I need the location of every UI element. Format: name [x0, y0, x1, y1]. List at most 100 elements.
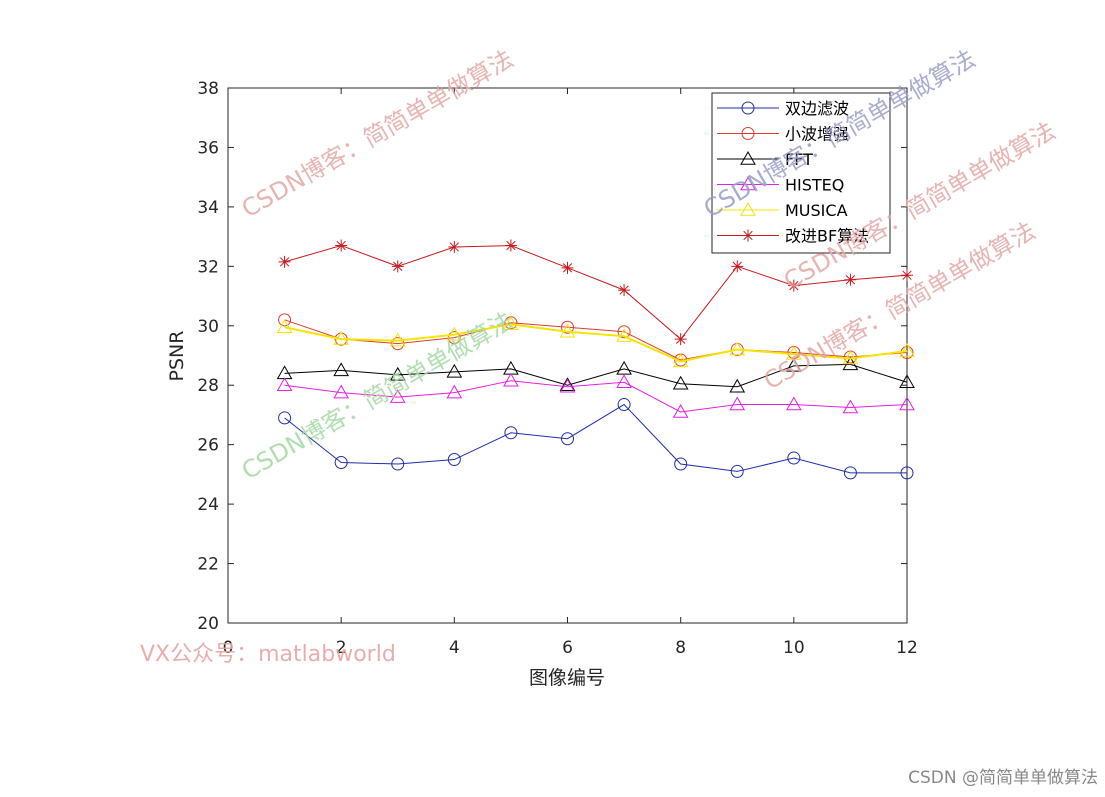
series-0-point-4 — [504, 426, 518, 440]
y-tick-label-6: 32 — [197, 257, 219, 277]
y-tick-label-1: 22 — [197, 555, 219, 575]
series-0-point-11 — [900, 466, 914, 480]
x-tick-label-0: 0 — [223, 638, 234, 658]
series-layer — [276, 239, 915, 480]
y-tick-label-3: 26 — [197, 436, 219, 456]
series-4-point-4 — [503, 316, 519, 331]
series-5-point-3 — [448, 241, 461, 254]
series-5-point-11 — [901, 269, 913, 282]
series-4-point-5 — [559, 323, 576, 338]
series-2-point-2 — [389, 366, 406, 381]
series-5-point-6 — [618, 284, 631, 297]
series-4 — [276, 316, 915, 368]
series-3-point-5 — [559, 378, 576, 393]
series-2-point-6 — [616, 360, 632, 375]
series-3-point-0 — [276, 377, 293, 391]
series-0-point-5 — [561, 432, 574, 446]
legend-label-2: FFT — [785, 150, 813, 169]
series-0-point-2 — [391, 457, 405, 471]
series-4-point-7 — [672, 353, 689, 368]
series-4-point-10 — [842, 350, 859, 365]
legend-marker-4 — [740, 201, 756, 216]
series-3-point-10 — [842, 399, 859, 414]
series-0-point-3 — [447, 453, 461, 467]
series-0-point-9 — [787, 451, 801, 465]
series-0-point-7 — [674, 457, 688, 471]
legend-label-4: MUSICA — [785, 201, 848, 220]
series-2-line — [284, 363, 908, 388]
series-5-line — [284, 245, 908, 340]
series-5-point-7 — [674, 333, 687, 346]
series-3-point-6 — [616, 374, 632, 388]
legend-label-5: 改进BF算法 — [785, 227, 869, 246]
legend-marker-3 — [740, 176, 756, 191]
series-0 — [278, 398, 914, 480]
series-3-point-2 — [389, 389, 406, 403]
series-1-point-5 — [561, 320, 574, 334]
series-3 — [276, 372, 915, 418]
x-tick-label-2: 4 — [449, 638, 460, 658]
y-tick-label-7: 34 — [197, 198, 219, 218]
series-4-point-11 — [899, 343, 915, 357]
legend-marker-2 — [740, 150, 756, 165]
series-5-point-4 — [504, 239, 517, 252]
watermark-6: VX公众号：matlabworld — [140, 642, 396, 667]
y-tick-label-9: 38 — [197, 79, 219, 99]
series-3-point-11 — [899, 396, 915, 411]
series-0-point-0 — [278, 411, 292, 425]
series-2-point-1 — [333, 362, 350, 377]
series-3-point-4 — [503, 372, 519, 387]
x-tick-label-5: 10 — [783, 638, 805, 658]
y-axis-label: PSNR — [166, 331, 188, 382]
y-tick-label-2: 24 — [197, 495, 219, 515]
series-4-point-8 — [729, 341, 746, 356]
series-3-point-8 — [729, 396, 746, 411]
series-5-point-5 — [561, 261, 574, 274]
series-4-point-1 — [333, 331, 350, 345]
legend-marker-1 — [741, 127, 755, 140]
series-3-point-3 — [446, 384, 463, 399]
series-5-point-2 — [391, 260, 404, 273]
series-5-point-9 — [787, 279, 800, 292]
series-2-point-3 — [446, 363, 463, 378]
legend-label-3: HISTEQ — [785, 176, 844, 195]
series-5-point-8 — [731, 260, 744, 273]
series-0-line — [284, 403, 907, 474]
x-tick-label-4: 8 — [675, 638, 686, 658]
series-2-point-11 — [899, 374, 915, 388]
legend-box — [711, 92, 891, 254]
series-3-point-9 — [785, 396, 802, 411]
x-tick-label-1: 2 — [336, 638, 347, 658]
series-4-point-3 — [446, 326, 463, 341]
series-2-point-5 — [559, 377, 576, 391]
series-2-point-8 — [729, 378, 746, 393]
series-1-line — [284, 319, 908, 361]
series-4-point-9 — [785, 346, 802, 360]
x-axis-label: 图像编号 — [529, 667, 605, 689]
series-4-line — [284, 323, 908, 363]
series-0-point-6 — [617, 398, 631, 412]
series-3-line — [284, 380, 908, 413]
series-0-point-1 — [334, 456, 348, 469]
series-1-point-6 — [617, 325, 631, 339]
y-tick-label-5: 30 — [197, 317, 219, 337]
series-4-point-0 — [276, 319, 293, 334]
y-tick-label-8: 36 — [197, 138, 219, 158]
series-5 — [278, 239, 913, 346]
legend-marker-5 — [742, 229, 754, 242]
legend-marker-0 — [741, 101, 755, 115]
legend-label-0: 双边滤波 — [785, 99, 849, 118]
x-tick-label-6: 12 — [896, 638, 918, 658]
legend-label-1: 小波增强 — [785, 125, 849, 144]
x-tick-label-3: 6 — [562, 638, 573, 658]
series-0-point-10 — [843, 466, 857, 480]
y-tick-label-0: 20 — [197, 614, 219, 634]
series-1-point-0 — [278, 313, 292, 327]
series-3-point-7 — [672, 403, 689, 418]
series-4-point-2 — [389, 332, 406, 347]
series-5-point-1 — [335, 239, 348, 252]
y-tick-label-4: 28 — [197, 376, 219, 396]
